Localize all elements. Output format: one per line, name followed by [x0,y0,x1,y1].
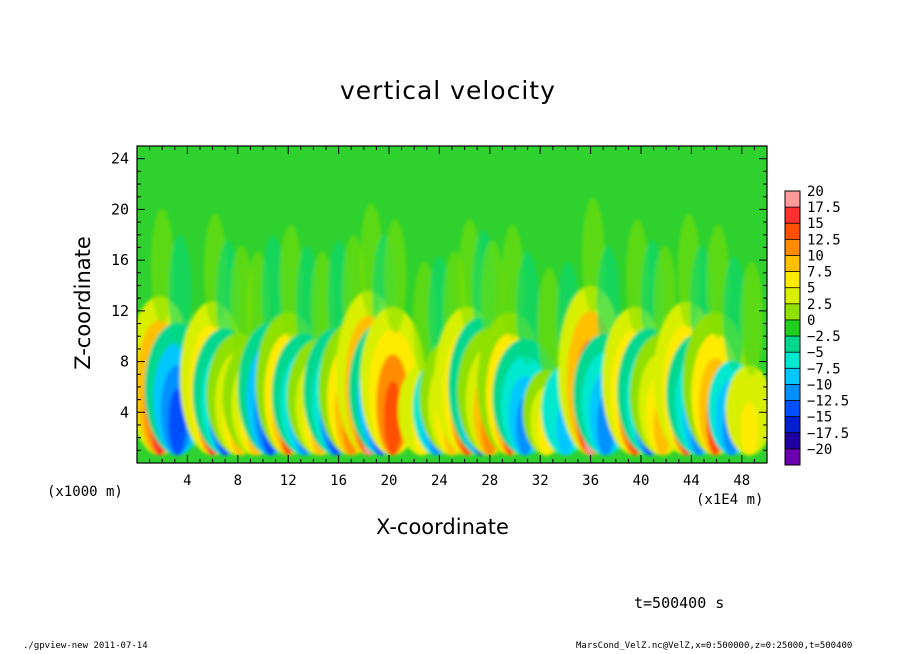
colorbar-label: 17.5 [807,200,841,216]
colorbar-swatch [785,239,800,256]
x-tick-label: 8 [234,473,242,489]
y-axis-label: Z-coordinate [71,236,95,370]
colorbar-swatch [785,400,800,418]
colorbar-label: 7.5 [807,265,832,281]
y-tick-label: 4 [120,403,129,421]
x-tick-label: 24 [431,473,448,489]
x-tick-label: 32 [532,473,549,489]
x-tick-label: 28 [481,473,498,489]
x-tick-label: 48 [733,473,750,489]
plume-wisp [516,251,539,366]
colorbar-label: 2.5 [807,297,832,313]
x-axis-ticks: 4 8 12 16 20 24 28 32 36 40 44 48 [149,146,755,489]
plume-wisp [383,219,407,334]
x-tick-label: 4 [183,473,191,489]
colorbar-label: −17.5 [807,426,849,442]
colorbar-swatch [785,384,800,402]
y-axis-ticks: 4 8 12 16 20 24 [111,150,767,451]
y-tick-label: 20 [111,200,129,218]
colorbar-swatch [785,303,800,321]
plume-wisp [722,256,746,371]
colorbar-swatch [785,287,800,305]
colorbar-swatch [785,432,800,450]
colorbar-swatch [785,223,800,240]
x-tick-label: 40 [633,473,650,489]
colorbar-swatch [785,271,800,289]
colorbar-swatch [785,207,800,224]
plume-wisp [150,208,174,323]
x-axis-unit-right: (x1E4 m) [696,492,764,508]
colorbar-swatch [785,368,800,385]
plume-cell [168,389,187,456]
colorbar-label: 10 [807,248,824,264]
colorbar-swatch [785,255,800,273]
y-tick-label: 8 [120,353,129,371]
y-tick-label: 24 [111,150,129,168]
y-tick-label: 16 [111,251,129,269]
colorbar-label: −20 [807,442,832,458]
x-axis-unit-left: (x1000 m) [47,484,123,500]
colorbar-swatch [785,191,800,208]
time-label: t=500400 s [634,594,725,612]
colorbar-label: −12.5 [807,394,849,410]
colorbar-swatch [785,448,800,466]
x-tick-label: 36 [582,473,599,489]
colorbar-swatch [785,319,800,337]
plume-wisp [168,235,192,350]
colorbar-label: −2.5 [807,329,841,345]
colorbar-label: 20 [807,184,824,200]
velocity-field [137,197,767,456]
x-axis-label: X-coordinate [376,515,509,539]
colorbar-label: −10 [807,377,832,393]
y-tick-label: 12 [111,302,129,320]
x-tick-label: 12 [280,473,297,489]
colorbar-label: 15 [807,216,824,232]
footer-left: ./gpview-new 2011-07-14 [23,641,148,651]
colorbar-label: −5 [807,345,824,361]
colorbar-label: 12.5 [807,232,841,248]
plume-wisp [537,267,561,382]
colorbar: 2017.51512.5107.552.50−2.5−5−7.5−10−12.5… [784,184,849,466]
plume-wisp [230,245,253,361]
colorbar-swatch [785,352,800,369]
chart-title: vertical velocity [340,76,556,105]
x-tick-label: 20 [381,473,398,489]
footer-right: MarsCond_VelZ.nc@VelZ,x=0:500000,z=0:250… [576,641,853,651]
colorbar-label: 5 [807,281,815,297]
plume [725,261,767,456]
colorbar-swatch [785,336,800,353]
colorbar-label: 0 [807,313,815,329]
plume-wisp [740,261,764,377]
x-tick-label: 16 [330,473,347,489]
x-tick-label: 44 [683,473,700,489]
colorbar-label: −7.5 [807,361,841,377]
plume-cell [383,381,402,456]
colorbar-label: −15 [807,410,832,426]
plume-cell [740,402,759,456]
colorbar-swatch [785,416,800,434]
